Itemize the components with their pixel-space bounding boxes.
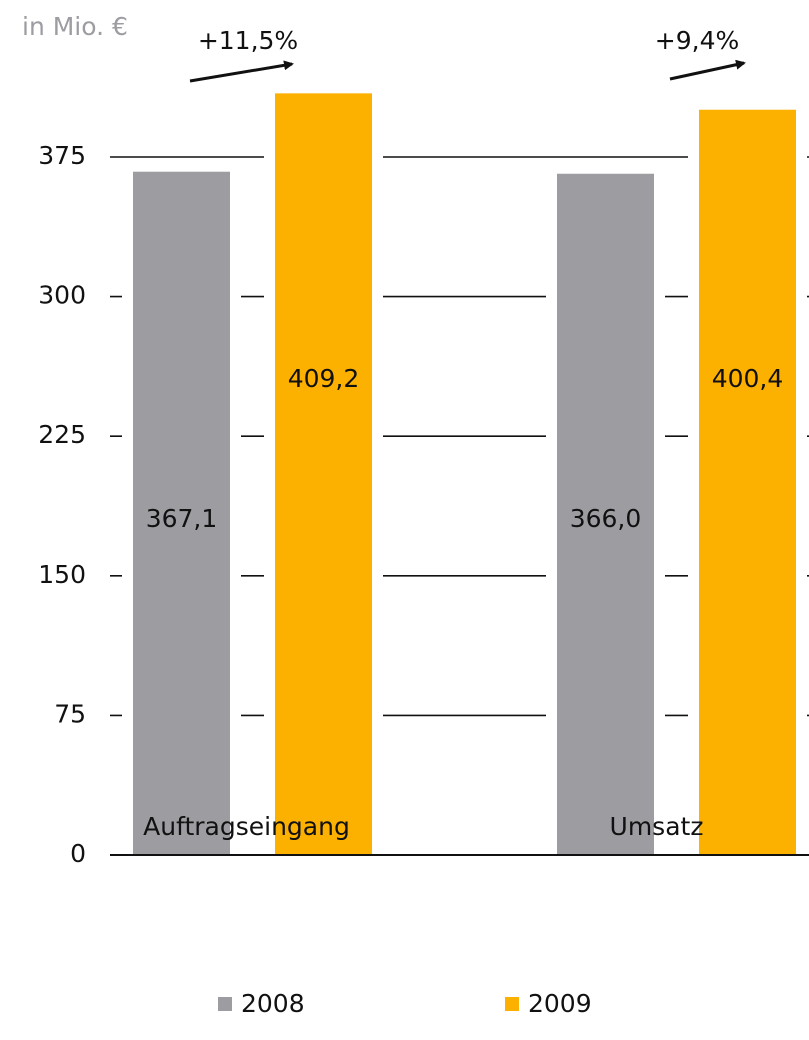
y-tick-label: 225: [38, 420, 86, 449]
x-tick-label: Auftragseingang: [143, 812, 350, 841]
bar: [699, 109, 796, 856]
y-tick-label: 75: [54, 699, 86, 728]
legend-label: 2008: [241, 989, 305, 1018]
bar: [133, 171, 230, 855]
annotation: +9,4%: [655, 26, 739, 55]
unit-label: in Mio. €: [22, 12, 128, 41]
legend-label: 2009: [528, 989, 592, 1018]
y-tick-label: 150: [38, 560, 86, 589]
arrow: [669, 59, 746, 81]
bar: [275, 93, 372, 855]
annotation: +11,5%: [198, 26, 298, 55]
value-label: 409,2: [288, 364, 360, 393]
value-label: 366,0: [570, 504, 642, 533]
y-tick-label: 375: [38, 141, 86, 170]
x-tick-label: Umsatz: [610, 812, 704, 841]
value-label: 367,1: [146, 504, 218, 533]
value-label: 400,4: [712, 364, 784, 393]
legend-swatch: [505, 997, 519, 1011]
y-tick-label: 0: [70, 839, 86, 868]
legend-swatch: [218, 997, 232, 1011]
arrow: [189, 60, 294, 83]
y-tick-label: 300: [38, 281, 86, 310]
bar: [557, 173, 654, 855]
